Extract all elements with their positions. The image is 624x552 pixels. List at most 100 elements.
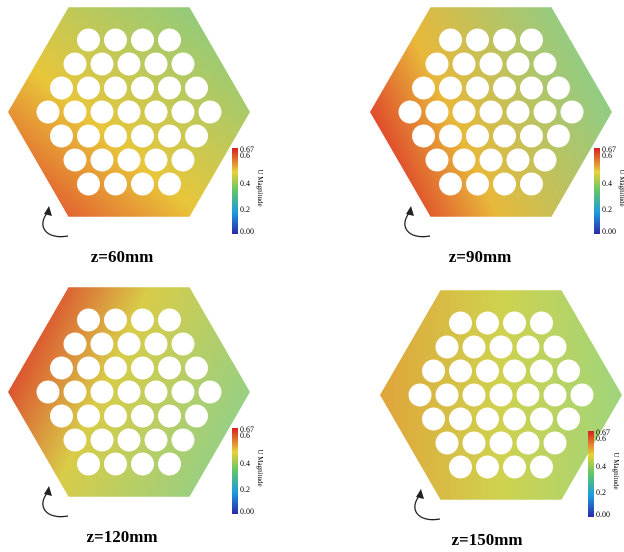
rod-hole (476, 359, 499, 383)
rod-hole (557, 407, 580, 431)
colorbar-title: U Magnitude (618, 169, 624, 206)
rod-hole (452, 52, 476, 76)
rod-hole (158, 452, 181, 476)
rod-hole (198, 380, 222, 404)
rod-hole (171, 428, 195, 452)
rod-hole (144, 380, 168, 404)
colorbar-tick-label: 0.67 (240, 145, 254, 154)
rod-hole (557, 359, 580, 383)
rod-hole (171, 100, 195, 124)
rod-hole (530, 455, 553, 479)
rod-hole (547, 76, 570, 100)
rod-hole (144, 148, 168, 172)
colorbar-tick-label: 0.00 (240, 507, 254, 516)
rod-hole (63, 428, 87, 452)
colorbar-tick-label: 0.00 (240, 227, 254, 236)
colorbar-tick-label: 0.2 (240, 485, 250, 494)
rod-hole (543, 431, 567, 455)
rod-hole (63, 332, 87, 356)
rod-hole (117, 100, 141, 124)
panel-caption: z=90mm (449, 247, 512, 266)
rod-hole (131, 308, 154, 332)
colorbar-title: U Magnitude (256, 449, 264, 486)
rod-hole (158, 172, 181, 196)
colorbar (588, 431, 594, 517)
colorbar (232, 148, 238, 234)
colorbar-tick-label: 0.6 (240, 431, 250, 440)
rod-hole (77, 356, 100, 380)
rod-hole (104, 356, 127, 380)
rod-hole (104, 76, 127, 100)
rod-hole (493, 124, 516, 148)
rod-hole (104, 172, 127, 196)
rod-hole (131, 404, 154, 428)
rod-hole (533, 52, 557, 76)
rod-hole (462, 383, 486, 407)
rod-hole (493, 172, 516, 196)
rod-hole (77, 124, 100, 148)
rod-hole (90, 148, 114, 172)
rod-hole (493, 76, 516, 100)
rod-hole (398, 100, 422, 124)
rod-hole (117, 52, 141, 76)
rod-hole (466, 28, 489, 52)
rod-hole (50, 124, 73, 148)
rod-hole (198, 100, 222, 124)
rotation-arrow-head (44, 206, 52, 216)
panel: 0.670.6 0.4 0.2 0.00 U Magnitude z=150mm (380, 290, 622, 549)
rod-hole (171, 148, 195, 172)
colorbar (594, 148, 600, 234)
rod-hole (476, 455, 499, 479)
rod-hole (131, 28, 154, 52)
rod-hole (516, 431, 540, 455)
rotation-arrow (414, 494, 441, 521)
rod-hole (131, 356, 154, 380)
rod-hole (131, 172, 154, 196)
rod-hole (489, 383, 513, 407)
rod-hole (449, 311, 472, 335)
rod-hole (158, 76, 181, 100)
rod-hole (547, 124, 570, 148)
rod-hole (462, 335, 486, 359)
colorbar-tick-label: 0.00 (596, 510, 610, 519)
rod-hole (90, 332, 114, 356)
rod-hole (131, 76, 154, 100)
rod-hole (77, 404, 100, 428)
rod-hole (185, 404, 208, 428)
rod-hole (449, 407, 472, 431)
rod-hole (158, 308, 181, 332)
colorbar-tick-label: 0.4 (240, 179, 250, 188)
rotation-arrow (42, 211, 69, 238)
rod-hole (117, 332, 141, 356)
rod-hole (439, 124, 462, 148)
rod-hole (171, 52, 195, 76)
rod-hole (90, 428, 114, 452)
rotation-arrow (42, 491, 69, 518)
rod-hole (439, 172, 462, 196)
panel: 0.670.6 0.4 0.2 0.00 U Magnitude z=90mm (370, 7, 624, 266)
rod-hole (489, 431, 513, 455)
colorbar (232, 428, 238, 514)
rod-hole (77, 172, 100, 196)
rod-hole (117, 428, 141, 452)
rod-hole (435, 383, 459, 407)
rod-hole (158, 124, 181, 148)
rod-hole (77, 76, 100, 100)
rod-hole (533, 148, 557, 172)
rod-hole (422, 407, 445, 431)
rod-hole (489, 335, 513, 359)
rotation-arrow (404, 211, 431, 238)
rod-hole (506, 52, 530, 76)
rod-hole (479, 52, 503, 76)
rod-hole (516, 383, 540, 407)
rod-hole (493, 28, 516, 52)
rod-hole (171, 332, 195, 356)
rod-hole (131, 452, 154, 476)
rod-hole (449, 455, 472, 479)
rod-hole (144, 428, 168, 452)
rod-hole (50, 76, 73, 100)
rotation-arrow-head (416, 489, 424, 499)
colorbar-title: U Magnitude (256, 169, 264, 206)
rod-hole (77, 28, 100, 52)
rod-hole (462, 431, 486, 455)
